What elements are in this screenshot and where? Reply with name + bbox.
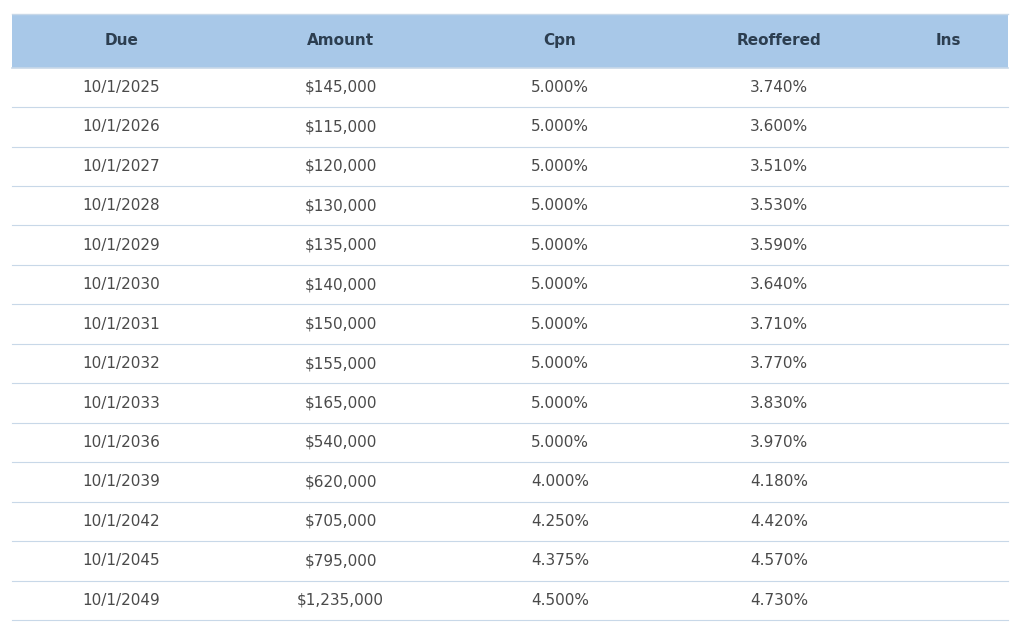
Text: 5.000%: 5.000% [530,238,588,253]
Text: 4.000%: 4.000% [530,474,588,489]
Text: 5.000%: 5.000% [530,198,588,213]
Text: Reoffered: Reoffered [736,34,820,48]
Text: 5.000%: 5.000% [530,277,588,292]
Text: 3.530%: 3.530% [749,198,807,213]
Text: 3.510%: 3.510% [749,158,807,174]
Text: 3.740%: 3.740% [749,80,807,95]
Text: 5.000%: 5.000% [530,356,588,371]
Text: 3.600%: 3.600% [749,119,807,134]
FancyBboxPatch shape [11,14,1008,68]
Text: $620,000: $620,000 [304,474,376,489]
Text: 5.000%: 5.000% [530,119,588,134]
Text: 3.590%: 3.590% [749,238,807,253]
Text: Cpn: Cpn [543,34,576,48]
Text: $1,235,000: $1,235,000 [297,593,384,608]
Text: 4.570%: 4.570% [749,553,807,568]
Text: 10/1/2036: 10/1/2036 [83,435,160,450]
Text: 4.250%: 4.250% [530,514,588,529]
Text: 10/1/2025: 10/1/2025 [83,80,160,95]
Text: 3.710%: 3.710% [749,316,807,332]
Text: $130,000: $130,000 [304,198,376,213]
Text: $705,000: $705,000 [304,514,376,529]
Text: 4.420%: 4.420% [749,514,807,529]
Text: 10/1/2042: 10/1/2042 [83,514,160,529]
Text: 4.500%: 4.500% [530,593,588,608]
Text: 10/1/2027: 10/1/2027 [83,158,160,174]
Text: 5.000%: 5.000% [530,435,588,450]
Text: 10/1/2039: 10/1/2039 [83,474,160,489]
Text: 5.000%: 5.000% [530,80,588,95]
Text: 10/1/2026: 10/1/2026 [83,119,160,134]
Text: 3.770%: 3.770% [749,356,807,371]
Text: Amount: Amount [307,34,374,48]
Text: 5.000%: 5.000% [530,396,588,410]
Text: $145,000: $145,000 [304,80,376,95]
Text: $115,000: $115,000 [304,119,376,134]
Text: 4.375%: 4.375% [530,553,588,568]
Text: $150,000: $150,000 [304,316,376,332]
Text: $795,000: $795,000 [304,553,376,568]
Text: 10/1/2029: 10/1/2029 [83,238,160,253]
Text: 3.970%: 3.970% [749,435,807,450]
Text: 4.730%: 4.730% [749,593,807,608]
Text: 3.830%: 3.830% [749,396,807,410]
Text: 10/1/2031: 10/1/2031 [83,316,160,332]
Text: 10/1/2032: 10/1/2032 [83,356,160,371]
Text: $165,000: $165,000 [304,396,376,410]
Text: 4.180%: 4.180% [749,474,807,489]
Text: 5.000%: 5.000% [530,158,588,174]
Text: $155,000: $155,000 [304,356,376,371]
Text: 10/1/2049: 10/1/2049 [83,593,160,608]
Text: $120,000: $120,000 [304,158,376,174]
Text: $135,000: $135,000 [304,238,376,253]
Text: 10/1/2045: 10/1/2045 [83,553,160,568]
Text: 5.000%: 5.000% [530,316,588,332]
Text: $540,000: $540,000 [304,435,376,450]
Text: 10/1/2030: 10/1/2030 [83,277,160,292]
Text: 3.640%: 3.640% [749,277,807,292]
Text: Due: Due [104,34,138,48]
Text: $140,000: $140,000 [304,277,376,292]
Text: 10/1/2033: 10/1/2033 [83,396,160,410]
Text: Ins: Ins [935,34,961,48]
Text: 10/1/2028: 10/1/2028 [83,198,160,213]
